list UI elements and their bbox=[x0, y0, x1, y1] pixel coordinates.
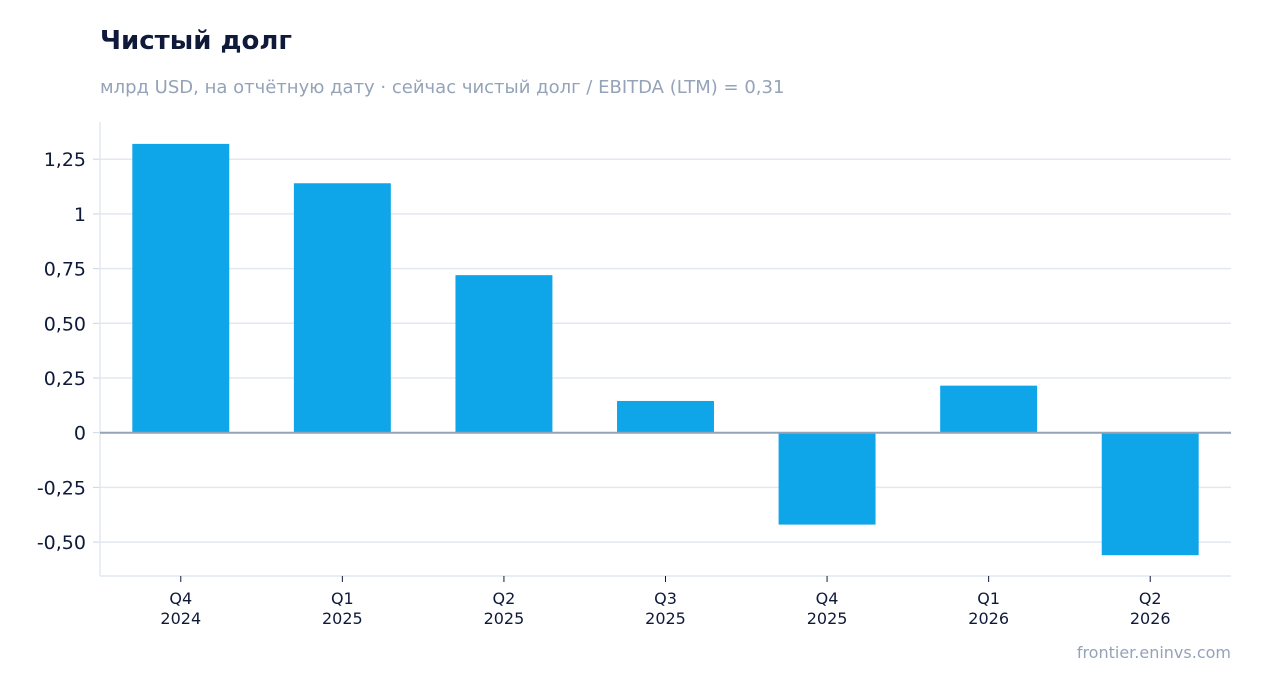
source-credit: frontier.eninvs.com bbox=[1076, 643, 1231, 662]
bar-q2-2025 bbox=[455, 275, 553, 433]
gridlines bbox=[100, 158, 1231, 543]
bar-q4-2025 bbox=[778, 432, 876, 525]
x-tick-year: 2026 bbox=[968, 609, 1009, 628]
x-tick-year: 2024 bbox=[160, 609, 201, 628]
x-tick-label: Q3 2025 bbox=[645, 589, 686, 628]
x-tick-label: Q1 2026 bbox=[968, 589, 1009, 628]
x-tick-quarter: Q2 bbox=[1139, 589, 1162, 608]
x-tick-year: 2026 bbox=[1130, 609, 1171, 628]
bar-q1-2025 bbox=[293, 183, 391, 433]
y-tick-label: 1 bbox=[74, 204, 86, 226]
y-tick-label: 1,25 bbox=[44, 149, 86, 171]
x-tick-quarter: Q1 bbox=[977, 589, 1000, 608]
y-tick-label: -0,25 bbox=[37, 477, 86, 499]
y-tick-label: 0,50 bbox=[44, 313, 86, 335]
bars bbox=[132, 143, 1199, 556]
x-tick-label: Q1 2025 bbox=[322, 589, 363, 628]
bar-q1-2026 bbox=[940, 385, 1038, 433]
x-tick-label: Q2 2025 bbox=[484, 589, 525, 628]
y-tick-label: 0,75 bbox=[44, 259, 86, 281]
x-tick-quarter: Q3 bbox=[654, 589, 677, 608]
x-tick-quarter: Q2 bbox=[493, 589, 516, 608]
x-tick-label: Q2 2026 bbox=[1130, 589, 1171, 628]
chart-subtitle: млрд USD, на отчётную дату · сейчас чист… bbox=[100, 77, 785, 98]
y-tick-label: 0 bbox=[74, 423, 86, 445]
y-tick-label: -0,50 bbox=[37, 532, 86, 554]
x-tick-quarter: Q4 bbox=[169, 589, 192, 608]
x-tick-year: 2025 bbox=[322, 609, 363, 628]
bar-q3-2025 bbox=[617, 400, 714, 433]
y-tick-label: 0,25 bbox=[44, 368, 86, 390]
x-tick-label: Q4 2025 bbox=[807, 589, 848, 628]
chart-title: Чистый долг bbox=[100, 26, 292, 56]
axes bbox=[93, 122, 1231, 582]
bar-q2-2026 bbox=[1101, 432, 1199, 556]
x-tick-year: 2025 bbox=[484, 609, 525, 628]
bar-q4-2024 bbox=[132, 143, 230, 433]
x-tick-year: 2025 bbox=[645, 609, 686, 628]
x-tick-quarter: Q1 bbox=[331, 589, 354, 608]
x-tick-label: Q4 2024 bbox=[160, 589, 201, 628]
x-tick-quarter: Q4 bbox=[816, 589, 839, 608]
x-tick-year: 2025 bbox=[807, 609, 848, 628]
